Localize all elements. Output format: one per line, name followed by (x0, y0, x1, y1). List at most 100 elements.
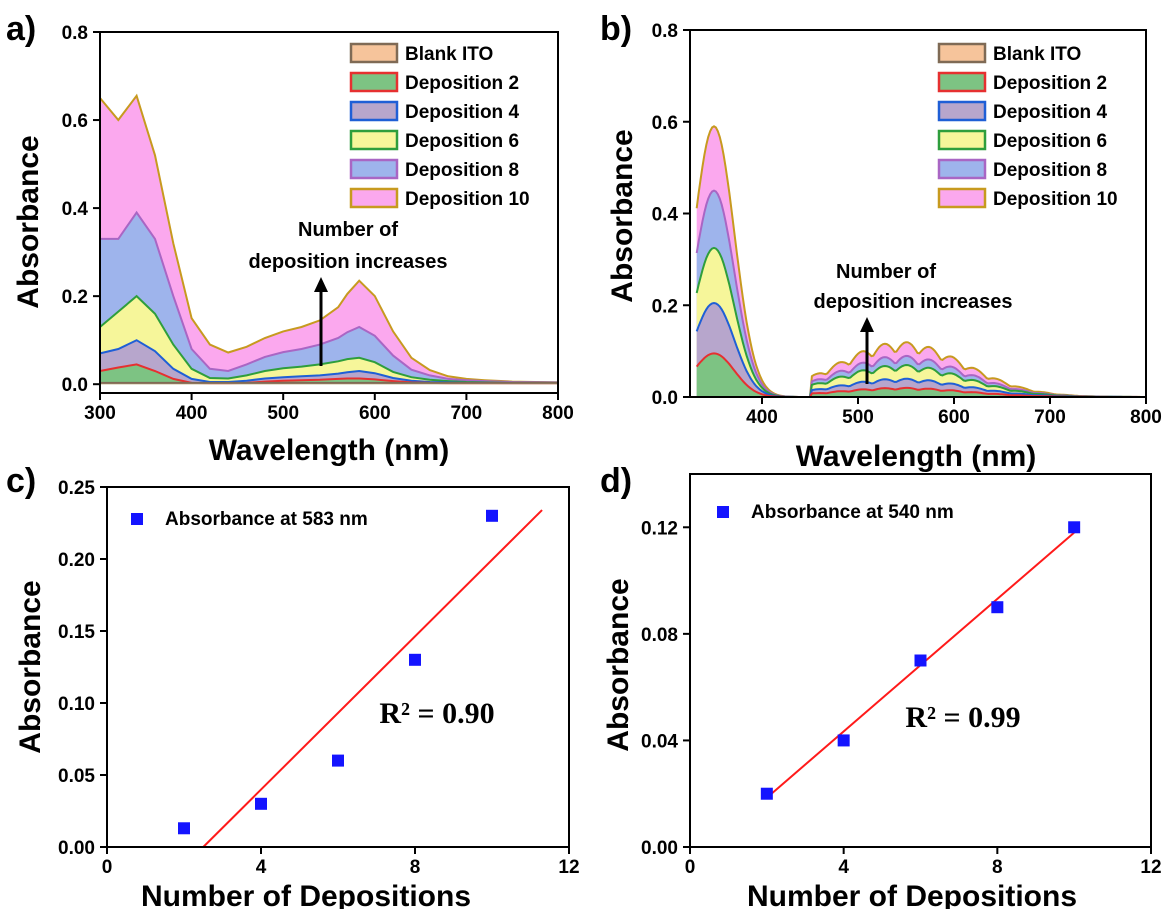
legend-marker (131, 513, 143, 525)
y-tick-label: 0.2 (62, 287, 88, 308)
axes-frame (689, 473, 1152, 848)
legend-label-blank: Blank ITO (993, 44, 1081, 65)
area-series-group (99, 93, 559, 385)
legend-label-blank: Blank ITO (405, 44, 493, 65)
x-tick-label: 300 (84, 403, 116, 424)
axes: 0 4 8 12 0.00 0.04 0.08 0.12 (641, 473, 1162, 878)
axes: 300 400 500 600 700 800 0.0 0.2 0.4 0.6 0.8 (62, 23, 574, 424)
x-tick-label: 12 (1140, 857, 1161, 878)
x-tick-label: 0 (685, 857, 696, 878)
data-point (760, 787, 773, 800)
y-axis-title: Absorbance (606, 129, 639, 302)
x-tick-label: 800 (542, 403, 574, 424)
y-tick-label: 0.6 (62, 111, 88, 132)
panel-letter-b: b) (600, 10, 632, 48)
y-tick-label: 0.0 (652, 388, 678, 409)
y-tick-label: 0.25 (58, 478, 95, 499)
y-tick-label: 0.4 (62, 199, 89, 220)
annotation-line-2: deposition increases (249, 251, 448, 273)
chart-panel-b: 400 500 600 700 800 0.0 0.2 0.4 0.6 0.8 Blank ITO… (606, 21, 1162, 473)
y-tick-label: 0.08 (641, 625, 678, 646)
x-axis-title: Wavelength (nm) (796, 440, 1037, 473)
y-tick-label: 0.6 (652, 113, 678, 134)
x-tick-label: 400 (746, 407, 778, 428)
data-point (332, 754, 344, 767)
y-tick-label: 0.10 (58, 694, 95, 715)
legend-swatch-dep8 (937, 158, 987, 180)
legend-label-dep6: Deposition 6 (405, 131, 519, 152)
r-squared-label: R² = 0.90 (379, 697, 494, 730)
legend-swatch-dep10 (349, 187, 399, 209)
x-tick-label: 500 (267, 403, 299, 424)
y-tick-label: 0.20 (58, 550, 95, 571)
x-axis-title: Wavelength (nm) (209, 434, 450, 467)
y-tick-label: 0.04 (641, 731, 678, 752)
legend-label-dep6: Deposition 6 (993, 131, 1107, 152)
x-tick-label: 4 (256, 857, 267, 878)
legend-label-dep10: Deposition 10 (405, 189, 530, 210)
data-point (1068, 521, 1081, 534)
y-axis-title: Absorbance (14, 580, 47, 753)
legend-swatch-dep6 (937, 129, 987, 151)
legend-swatch-dep2 (349, 71, 399, 93)
x-tick-label: 800 (1130, 407, 1162, 428)
y-tick-label: 0.8 (652, 21, 678, 42)
x-tick-label: 700 (1034, 407, 1066, 428)
r-squared-label: R² = 0.99 (905, 701, 1020, 734)
legend-swatch-dep4 (349, 100, 399, 122)
panel-letter-a: a) (6, 10, 36, 48)
legend: Blank ITO Deposition 2 Deposition 4 Deposit… (937, 42, 1118, 210)
data-point (255, 797, 267, 810)
legend-swatch-blank (937, 42, 987, 64)
y-tick-label: 0.05 (58, 766, 95, 787)
data-point (914, 654, 927, 667)
chart-panel-c: 0 4 8 12 0.00 0.05 0.10 0.15 0.20 0.25 Absorbance… (14, 478, 580, 909)
x-axis-title: Number of Depositions (747, 880, 1077, 909)
annotation-line-1: Number of (836, 261, 936, 283)
legend: Blank ITO Deposition 2 Deposition 4 Deposit… (349, 42, 530, 210)
legend-label-dep4: Deposition 4 (405, 102, 519, 123)
x-tick-label: 0 (102, 857, 113, 878)
y-axis-title: Absorbance (12, 135, 45, 308)
x-tick-label: 8 (992, 857, 1003, 878)
legend-marker (717, 506, 729, 518)
y-tick-label: 0.4 (652, 205, 679, 226)
x-tick-label: 12 (558, 857, 579, 878)
data-point (486, 509, 498, 522)
legend-label-dep8: Deposition 8 (405, 160, 519, 181)
axes-frame (99, 31, 559, 394)
panel-letter-d: d) (600, 462, 632, 500)
legend-swatch-dep10 (937, 187, 987, 209)
y-tick-label: 0.00 (58, 838, 95, 859)
y-axis-title: Absorbance (602, 578, 635, 751)
x-tick-label: 400 (176, 403, 208, 424)
annotation-line-1: Number of (298, 219, 398, 241)
annotation-line-2: deposition increases (814, 291, 1013, 313)
x-tick-label: 600 (359, 403, 391, 424)
legend-swatch-dep2 (937, 71, 987, 93)
chart-panel-d: 0 4 8 12 0.00 0.04 0.08 0.12 Absorbance at 540 … (602, 473, 1162, 909)
plot-area (178, 509, 543, 848)
legend-swatch-dep4 (937, 100, 987, 122)
x-tick-label: 600 (938, 407, 970, 428)
x-tick-label: 4 (838, 857, 849, 878)
data-point (837, 734, 850, 747)
fit-line (202, 509, 543, 848)
legend-label-dep10: Deposition 10 (993, 189, 1118, 210)
y-tick-label: 0.2 (652, 296, 678, 317)
axes-frame (106, 486, 570, 848)
data-point (409, 653, 421, 666)
legend-label-dep2: Deposition 2 (993, 73, 1107, 94)
increase-arrow (860, 317, 874, 384)
legend-swatch-dep6 (349, 129, 399, 151)
legend-swatch-dep8 (349, 158, 399, 180)
increase-arrow (314, 277, 328, 366)
y-tick-label: 0.12 (641, 518, 678, 539)
legend-label-dep8: Deposition 8 (993, 160, 1107, 181)
data-point (991, 601, 1004, 614)
area-dep2 (696, 353, 1142, 397)
x-tick-label: 8 (410, 857, 421, 878)
plot-area (760, 521, 1081, 800)
legend-swatch-blank (349, 42, 399, 64)
